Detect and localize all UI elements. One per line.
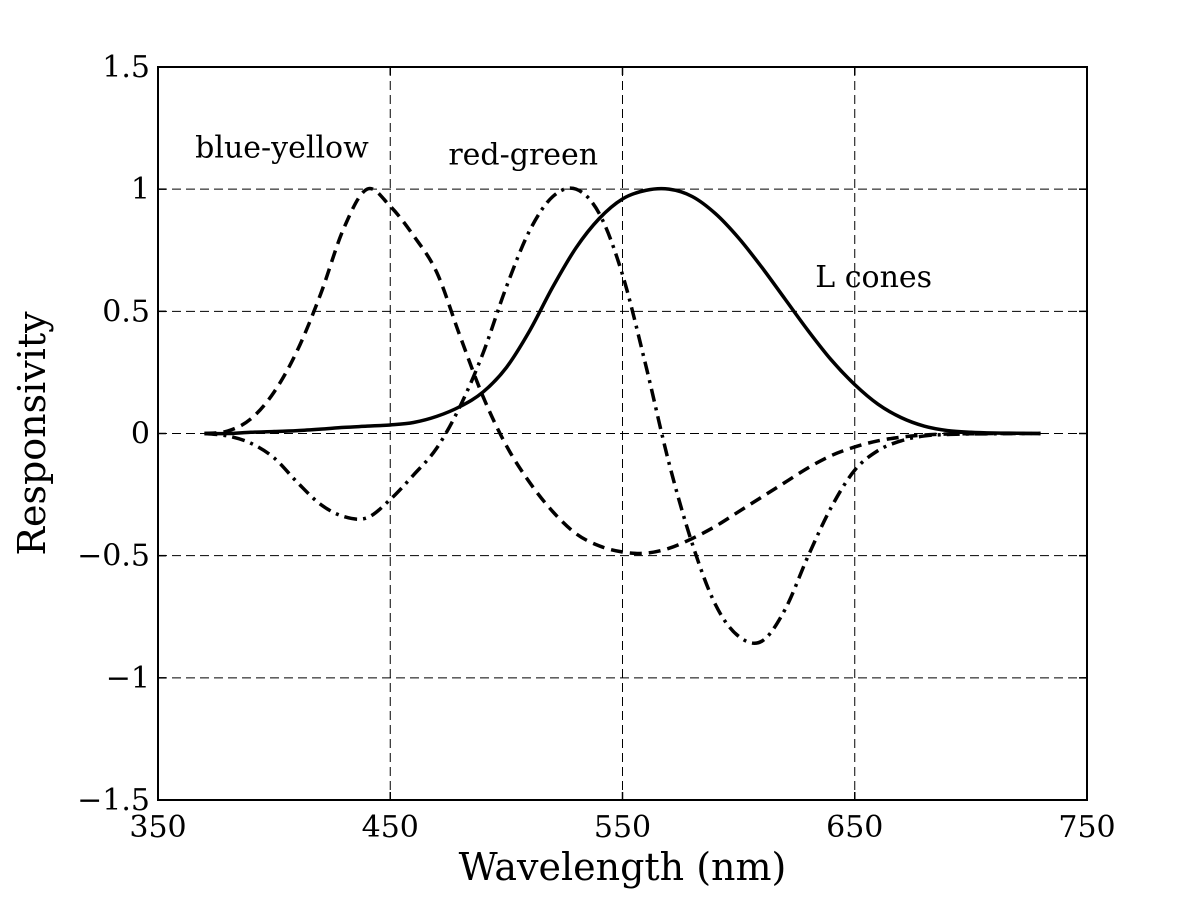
series-line-solid bbox=[204, 186, 1041, 436]
annotation-label: L cones bbox=[815, 260, 932, 295]
series-lines bbox=[204, 186, 1041, 645]
series-line-dash-dot bbox=[204, 186, 1041, 645]
y-tick-label: −1.5 bbox=[77, 783, 150, 818]
annotation-label: red-green bbox=[448, 138, 598, 173]
y-tick-label: 1 bbox=[131, 172, 150, 207]
x-tick-label: 750 bbox=[1058, 810, 1115, 845]
annotations: blue-yellow red-green L cones bbox=[195, 130, 932, 294]
annotation-label: blue-yellow bbox=[195, 130, 369, 165]
x-tick-label: 550 bbox=[594, 810, 651, 845]
series-line-dashed bbox=[204, 186, 1041, 556]
y-tick-label: 0 bbox=[131, 417, 150, 452]
y-tick-label: −0.5 bbox=[77, 539, 150, 574]
y-tick-label: 1.5 bbox=[102, 50, 150, 85]
x-tick-label: 450 bbox=[362, 810, 419, 845]
y-tick-label: 0.5 bbox=[102, 294, 150, 329]
x-tick-label: 650 bbox=[826, 810, 883, 845]
x-axis-title: Wavelength (nm) bbox=[459, 845, 787, 889]
y-axis-title: Responsivity bbox=[10, 311, 54, 556]
axis-ticks: 350 450 550 650 750 −1.5 −1 −0.5 0 0.5 1 1.5 bbox=[77, 50, 1115, 845]
y-tick-label: −1 bbox=[106, 661, 150, 696]
x-tick-label: 350 bbox=[129, 810, 186, 845]
